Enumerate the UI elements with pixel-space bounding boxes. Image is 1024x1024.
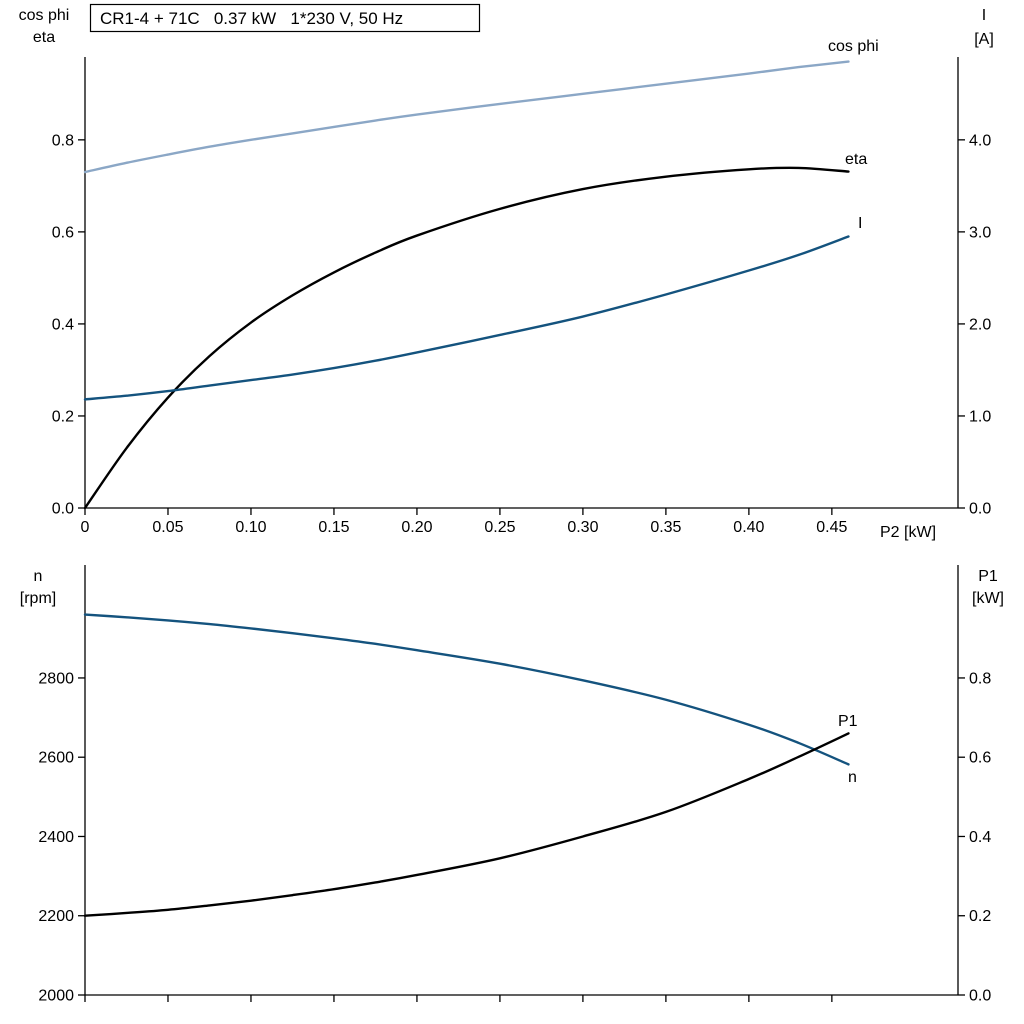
curve-cos-phi bbox=[83, 60, 850, 174]
y-left-tick-label: 2000 bbox=[38, 988, 74, 1005]
y-right-tick-label: 4.0 bbox=[969, 132, 991, 149]
bottom-left-axis-unit-line2: [rpm] bbox=[20, 590, 56, 607]
bottom-right-axis-unit-line2: [kW] bbox=[972, 590, 1004, 607]
top-chart: 0 0.05 0.10 0.15 0.20 0.25 0.30 0.35 0.40 0.45 0.0… bbox=[52, 57, 991, 536]
top-right-axis-unit-line1: I bbox=[982, 7, 986, 24]
curve-label-cos-phi: cos phi bbox=[828, 38, 879, 55]
y-right-tick-label: 3.0 bbox=[969, 224, 991, 241]
top-right-axis-unit-line2: [A] bbox=[974, 31, 994, 48]
y-left-tick-label: 2800 bbox=[38, 670, 74, 687]
curve-label-p1: P1 bbox=[838, 713, 858, 730]
curve-label-current: I bbox=[858, 215, 862, 232]
y-right-tick-label: 0.8 bbox=[969, 670, 991, 687]
y-left-tick-label: 0.0 bbox=[52, 501, 74, 518]
bottom-chart: 2000 2200 2400 2600 2800 0.0 0.2 0.4 0.6 0.8 bbox=[38, 565, 991, 1005]
curve-i bbox=[83, 235, 850, 401]
x-tick-label: 0.20 bbox=[401, 519, 432, 536]
x-axis-label: P2 [kW] bbox=[880, 524, 936, 541]
y-right-tick-label: 0.4 bbox=[969, 829, 991, 846]
chart-title: CR1-4 + 71C 0.37 kW 1*230 V, 50 Hz bbox=[100, 9, 403, 28]
top-left-axis-unit-line1: cos phi bbox=[19, 7, 70, 24]
curve-label-eta: eta bbox=[845, 151, 867, 168]
x-tick-label: 0.15 bbox=[318, 519, 349, 536]
curve-p1 bbox=[83, 732, 850, 917]
top-left-axis-unit-line2: eta bbox=[33, 29, 55, 46]
x-tick-label: 0 bbox=[81, 519, 90, 536]
x-tick-label: 0.10 bbox=[235, 519, 266, 536]
title-box bbox=[89, 3, 481, 33]
curve-eta bbox=[83, 166, 850, 510]
bottom-left-axis-unit-line1: n bbox=[34, 568, 43, 585]
bottom-right-axis-unit-line1: P1 bbox=[978, 568, 998, 585]
x-tick-label: 0.25 bbox=[484, 519, 515, 536]
curve-label-speed: n bbox=[848, 769, 857, 786]
x-tick-label: 0.40 bbox=[733, 519, 764, 536]
y-right-tick-label: 0.6 bbox=[969, 750, 991, 767]
y-right-tick-label: 0.0 bbox=[969, 988, 991, 1005]
y-right-tick-label: 0.0 bbox=[969, 501, 991, 518]
y-left-tick-label: 0.6 bbox=[52, 224, 74, 241]
y-left-tick-label: 0.2 bbox=[52, 408, 74, 425]
y-left-tick-label: 0.4 bbox=[52, 316, 74, 333]
y-left-tick-label: 2600 bbox=[38, 750, 74, 767]
x-tick-label: 0.35 bbox=[650, 519, 681, 536]
y-right-tick-label: 1.0 bbox=[969, 408, 991, 425]
y-left-tick-label: 2400 bbox=[38, 829, 74, 846]
y-right-tick-label: 0.2 bbox=[969, 908, 991, 925]
y-left-tick-label: 2200 bbox=[38, 908, 74, 925]
x-tick-label: 0.45 bbox=[816, 519, 847, 536]
curve-n bbox=[83, 613, 850, 766]
y-right-tick-label: 2.0 bbox=[969, 316, 991, 333]
y-left-tick-label: 0.8 bbox=[52, 132, 74, 149]
x-tick-label: 0.30 bbox=[567, 519, 598, 536]
x-tick-label: 0.05 bbox=[152, 519, 183, 536]
